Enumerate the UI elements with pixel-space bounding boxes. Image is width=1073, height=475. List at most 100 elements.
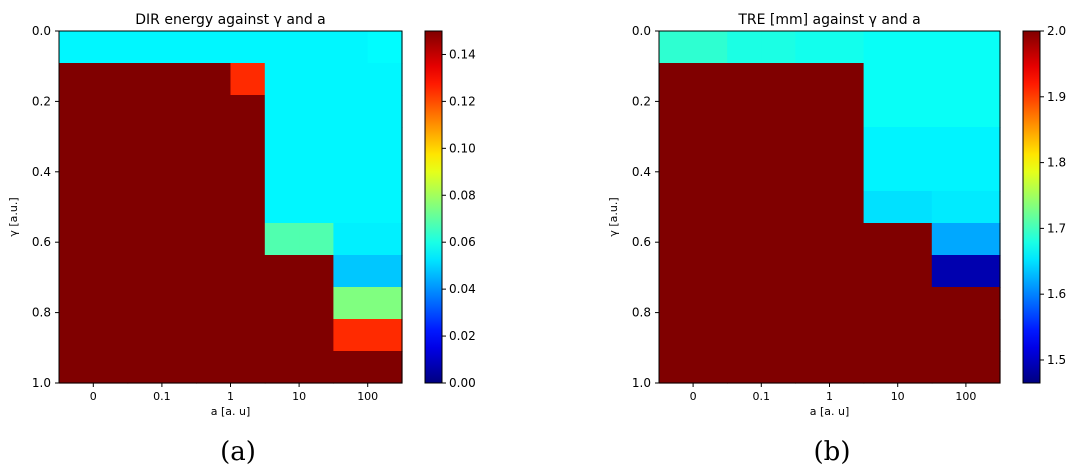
heatmap-cell (161, 255, 197, 288)
y-tick-label: 0.8 (32, 306, 51, 320)
heatmap-cell (863, 255, 899, 288)
heatmap-cell (863, 95, 899, 128)
heatmap-cell (829, 351, 865, 384)
colorbar (1022, 30, 1041, 384)
heatmap-cell (693, 319, 728, 352)
heatmap-cell (59, 319, 94, 352)
heatmap-cell (659, 159, 694, 192)
x-tick-label: 100 (357, 390, 378, 403)
heatmap-cell (761, 191, 796, 224)
heatmap-cell (761, 63, 796, 96)
colorbar-tick-label: 0.02 (449, 329, 476, 343)
heatmap-cell (693, 191, 728, 224)
heatmap-cell (59, 191, 94, 224)
heatmap-cell (795, 191, 831, 224)
panel-caption: (b) (814, 437, 851, 467)
heatmap-cell (931, 255, 967, 288)
heatmap-cell (93, 63, 129, 96)
heatmap-cell (299, 223, 334, 256)
colorbar-tick-label: 0.06 (449, 235, 476, 249)
heatmap-cell (659, 127, 694, 160)
heatmap-cell (965, 63, 1001, 96)
heatmap-cell (299, 127, 334, 160)
heatmap-cell (196, 127, 232, 160)
heatmap-cell (230, 255, 266, 288)
heatmap-cell (230, 191, 266, 224)
heatmap-cell (230, 63, 266, 96)
heatmap-cell (761, 319, 796, 352)
heatmap-cell (93, 287, 129, 320)
heatmap-cell (863, 351, 899, 384)
y-tick-label: 0.8 (632, 306, 651, 320)
heatmap-cell (897, 63, 933, 96)
colorbar-tick-label: 0.08 (449, 188, 476, 202)
heatmap-cell (829, 319, 865, 352)
heatmap-cell (965, 191, 1001, 224)
heatmap-cell (897, 287, 933, 320)
heatmap-cell (127, 287, 163, 320)
heatmap-cell (829, 255, 865, 288)
heatmap-cell (931, 287, 967, 320)
heatmap-cell (693, 159, 728, 192)
heatmap-cell (333, 255, 369, 288)
heatmap-cell (795, 287, 831, 320)
heatmap-cell (931, 127, 967, 160)
y-tick-label: 0.0 (632, 24, 651, 38)
y-tick-label: 0.4 (632, 165, 651, 179)
heatmap-cell (863, 319, 899, 352)
heatmap-cell (299, 31, 334, 64)
heatmap-cell (931, 31, 967, 64)
heatmap-cell (333, 223, 369, 256)
heatmap-cell (897, 223, 933, 256)
heatmap-cell (659, 223, 694, 256)
chart-title: TRE [mm] against γ and a (737, 12, 920, 28)
heatmap-cell (367, 127, 403, 160)
colorbar-tick-label: 1.6 (1047, 287, 1066, 301)
heatmap-cell (897, 31, 933, 64)
x-tick-label: 10 (292, 390, 306, 403)
heatmap-cell (829, 287, 865, 320)
heatmap-cell (299, 191, 334, 224)
heatmap-cell (931, 191, 967, 224)
heatmap-cell (127, 255, 163, 288)
heatmap-cell (230, 31, 266, 64)
heatmap-cell (161, 95, 197, 128)
heatmap-cell (127, 127, 163, 160)
heatmap-cell (693, 351, 728, 384)
heatmap-cell (264, 95, 300, 128)
heatmap-cell (693, 223, 728, 256)
heatmap-cell (727, 159, 762, 192)
heatmap-cell (230, 287, 266, 320)
heatmap-cell (693, 287, 728, 320)
heatmap-cell (127, 223, 163, 256)
heatmap-cell (264, 319, 300, 352)
heatmap-cell (333, 63, 369, 96)
heatmap-cell (299, 159, 334, 192)
heatmap-cell (931, 159, 967, 192)
heatmap-cell (59, 287, 94, 320)
x-axis-label: a [a. u] (810, 405, 850, 418)
heatmap-cell (727, 127, 762, 160)
heatmap-cell (693, 127, 728, 160)
heatmap-cell (93, 159, 129, 192)
heatmap-cell (196, 351, 232, 384)
heatmap-cell (230, 351, 266, 384)
heatmap-cell (127, 319, 163, 352)
colorbar-tick-label: 0.04 (449, 282, 476, 296)
heatmap-cell (93, 255, 129, 288)
heatmap-cell (59, 127, 94, 160)
heatmap-cell (367, 287, 403, 320)
heatmap-cell (727, 287, 762, 320)
heatmap-cell (761, 351, 796, 384)
y-tick-label: 0.2 (632, 94, 651, 108)
colorbar-tick-label: 0.14 (449, 47, 476, 61)
heatmap-cell (333, 159, 369, 192)
heatmap-cell (659, 319, 694, 352)
heatmap-cell (965, 223, 1001, 256)
heatmap-cell (196, 31, 232, 64)
heatmap-cell (727, 95, 762, 128)
heatmap-cell (230, 127, 266, 160)
heatmap-cell (93, 31, 129, 64)
heatmap-cell (127, 63, 163, 96)
colorbar-tick-label: 2.0 (1047, 24, 1066, 38)
